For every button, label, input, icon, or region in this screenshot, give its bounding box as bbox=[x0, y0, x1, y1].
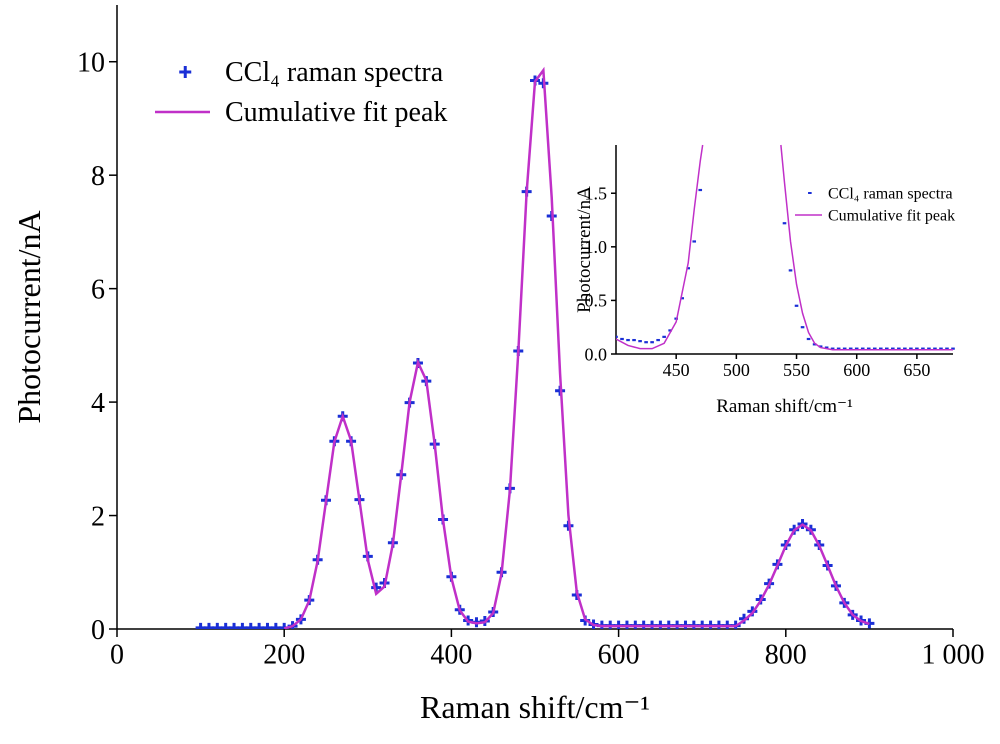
data-point bbox=[254, 622, 265, 629]
x-tick-label: 1 000 bbox=[922, 640, 985, 671]
x-axis-label: Raman shift/cm⁻¹ bbox=[716, 396, 853, 417]
data-point bbox=[270, 622, 281, 629]
x-axis-label: Raman shift/cm⁻¹ bbox=[420, 689, 650, 725]
x-tick-label: 650 bbox=[903, 360, 930, 380]
data-point bbox=[237, 622, 248, 629]
x-tick-label: 800 bbox=[765, 640, 807, 671]
data-point bbox=[212, 622, 223, 629]
y-tick-label: 10 bbox=[77, 48, 105, 79]
y-tick-label: 2 bbox=[91, 501, 105, 532]
y-tick-label: 0 bbox=[91, 615, 105, 646]
y-axis-label: Photocurrent/nA bbox=[574, 186, 595, 313]
y-tick-label: 1.0 bbox=[585, 237, 608, 257]
x-tick-label: 600 bbox=[598, 640, 640, 671]
x-tick-label: 400 bbox=[430, 640, 472, 671]
y-tick-label: 6 bbox=[91, 274, 105, 305]
y-tick-label: 1.5 bbox=[585, 184, 608, 204]
x-tick-label: 550 bbox=[783, 360, 810, 380]
fit-line bbox=[283, 66, 870, 629]
legend-label: Cumulative fit peak bbox=[828, 207, 955, 224]
x-tick-label: 600 bbox=[843, 360, 870, 380]
y-tick-label: 4 bbox=[91, 388, 105, 419]
legend-label: Cumulative fit peak bbox=[225, 97, 447, 128]
data-point bbox=[229, 622, 240, 629]
data-point bbox=[262, 622, 273, 629]
y-tick-label: 0.5 bbox=[585, 291, 608, 311]
data-point bbox=[195, 622, 206, 629]
legend-label: CCl₄ raman spectra bbox=[828, 185, 953, 202]
legend-marker bbox=[179, 66, 192, 78]
x-tick-label: 500 bbox=[723, 360, 750, 380]
y-tick-label: 8 bbox=[91, 161, 105, 192]
y-axis-label: Photocurrent/nA bbox=[11, 210, 47, 423]
x-tick-label: 450 bbox=[663, 360, 690, 380]
data-point bbox=[245, 622, 256, 629]
x-tick-label: 0 bbox=[110, 640, 124, 671]
data-point bbox=[220, 622, 231, 629]
y-tick-label: 0.0 bbox=[585, 344, 608, 364]
fit-line bbox=[616, 144, 953, 351]
legend-label: CCl₄ raman spectra bbox=[225, 57, 444, 88]
x-tick-label: 200 bbox=[263, 640, 305, 671]
data-point bbox=[203, 622, 214, 629]
